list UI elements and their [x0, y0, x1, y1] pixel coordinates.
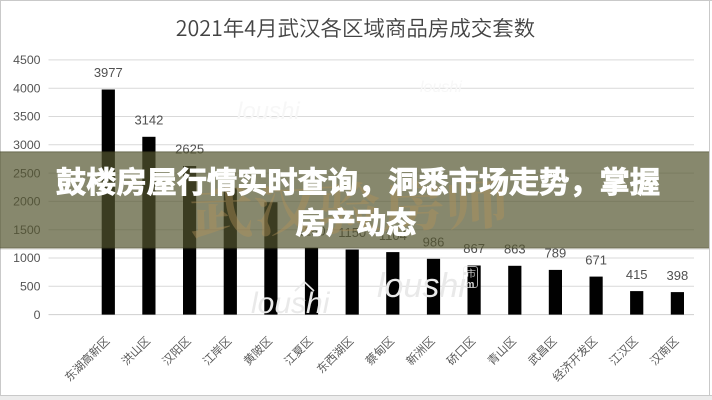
- svg-text:4000: 4000: [13, 81, 41, 95]
- svg-text:loushi: loushi: [377, 267, 467, 305]
- svg-text:loushi: loushi: [237, 98, 300, 125]
- svg-text:m: m: [466, 280, 475, 291]
- svg-text:4500: 4500: [13, 53, 41, 67]
- svg-text:500: 500: [20, 280, 41, 294]
- svg-text:3000: 3000: [13, 138, 41, 152]
- svg-text:3142: 3142: [134, 113, 163, 128]
- svg-text:3977: 3977: [94, 65, 123, 80]
- svg-text:loushi: loushi: [420, 79, 462, 96]
- svg-text:0: 0: [34, 308, 41, 322]
- svg-text:398: 398: [667, 268, 689, 283]
- svg-text:671: 671: [585, 252, 607, 267]
- svg-text:415: 415: [626, 267, 648, 282]
- svg-text:3500: 3500: [13, 110, 41, 124]
- svg-text:loushi: loushi: [251, 287, 331, 320]
- svg-text:1000: 1000: [13, 251, 41, 265]
- svg-text:789: 789: [545, 246, 567, 261]
